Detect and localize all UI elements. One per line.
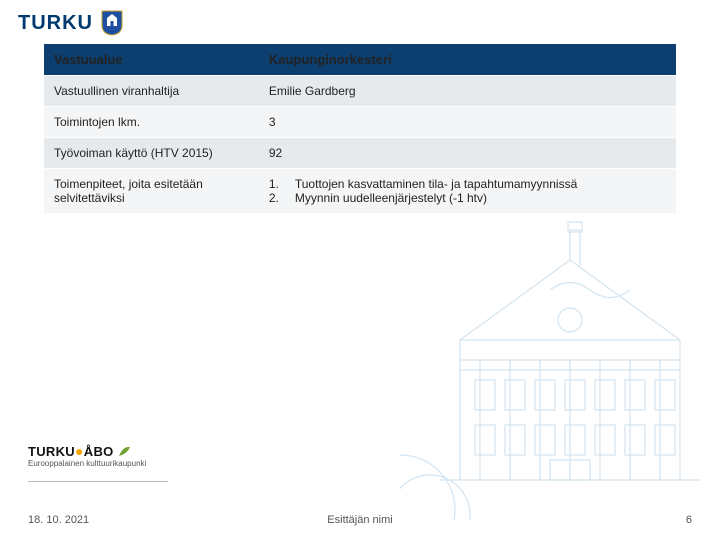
table-container: Vastuualue Kaupunginorkesteri Vastuullin… [0, 44, 720, 214]
cell-label: Toimenpiteet, joita esitetään selvitettä… [44, 169, 259, 214]
th-left: Vastuualue [44, 44, 259, 76]
footer-page-number: 6 [686, 514, 692, 526]
cell-value: 92 [259, 138, 676, 169]
cell-label: Työvoiman käyttö (HTV 2015) [44, 138, 259, 169]
measure-text: Myynnin uudelleenjärjestelyt (-1 htv) [295, 191, 487, 205]
measure-text: Tuottojen kasvattaminen tila- ja tapahtu… [295, 177, 577, 191]
sub-logo: TURKU●ÅBO Eurooppalainen kulttuurikaupun… [28, 443, 146, 468]
logo-text: TURKU [18, 12, 93, 35]
crest-icon [101, 10, 123, 36]
dot-icon: ● [75, 443, 84, 459]
footer: 18. 10. 2021 Esittäjän nimi 6 [0, 514, 720, 526]
sublogo-abo: ÅBO [84, 444, 114, 459]
header: TURKU [0, 0, 720, 44]
table-row: Työvoiman käyttö (HTV 2015) 92 [44, 138, 676, 169]
cell-label: Vastuullinen viranhaltija [44, 76, 259, 107]
list-item: 2. Myynnin uudelleenjärjestelyt (-1 htv) [269, 191, 666, 205]
sublogo-tagline: Eurooppalainen kulttuurikaupunki [28, 459, 146, 468]
footer-presenter: Esittäjän nimi [327, 514, 392, 526]
divider [28, 481, 168, 482]
list-item: 1. Tuottojen kasvattaminen tila- ja tapa… [269, 177, 666, 191]
table-header-row: Vastuualue Kaupunginorkesteri [44, 44, 676, 76]
sublogo-line1: TURKU●ÅBO [28, 443, 146, 459]
background-building-icon [400, 220, 720, 520]
footer-date: 18. 10. 2021 [28, 514, 89, 526]
table-row: Toimintojen lkm. 3 [44, 107, 676, 138]
leaf-icon [117, 444, 131, 458]
sublogo-turku: TURKU [28, 444, 75, 459]
table-row: Toimenpiteet, joita esitetään selvitettä… [44, 169, 676, 214]
measure-number: 2. [269, 191, 285, 205]
table-row: Vastuullinen viranhaltija Emilie Gardber… [44, 76, 676, 107]
cell-label: Toimintojen lkm. [44, 107, 259, 138]
measures-list: 1. Tuottojen kasvattaminen tila- ja tapa… [269, 177, 666, 205]
measure-number: 1. [269, 177, 285, 191]
responsibility-table: Vastuualue Kaupunginorkesteri Vastuullin… [44, 44, 676, 214]
cell-value: Emilie Gardberg [259, 76, 676, 107]
cell-value: 3 [259, 107, 676, 138]
cell-measures: 1. Tuottojen kasvattaminen tila- ja tapa… [259, 169, 676, 214]
th-right: Kaupunginorkesteri [259, 44, 676, 76]
